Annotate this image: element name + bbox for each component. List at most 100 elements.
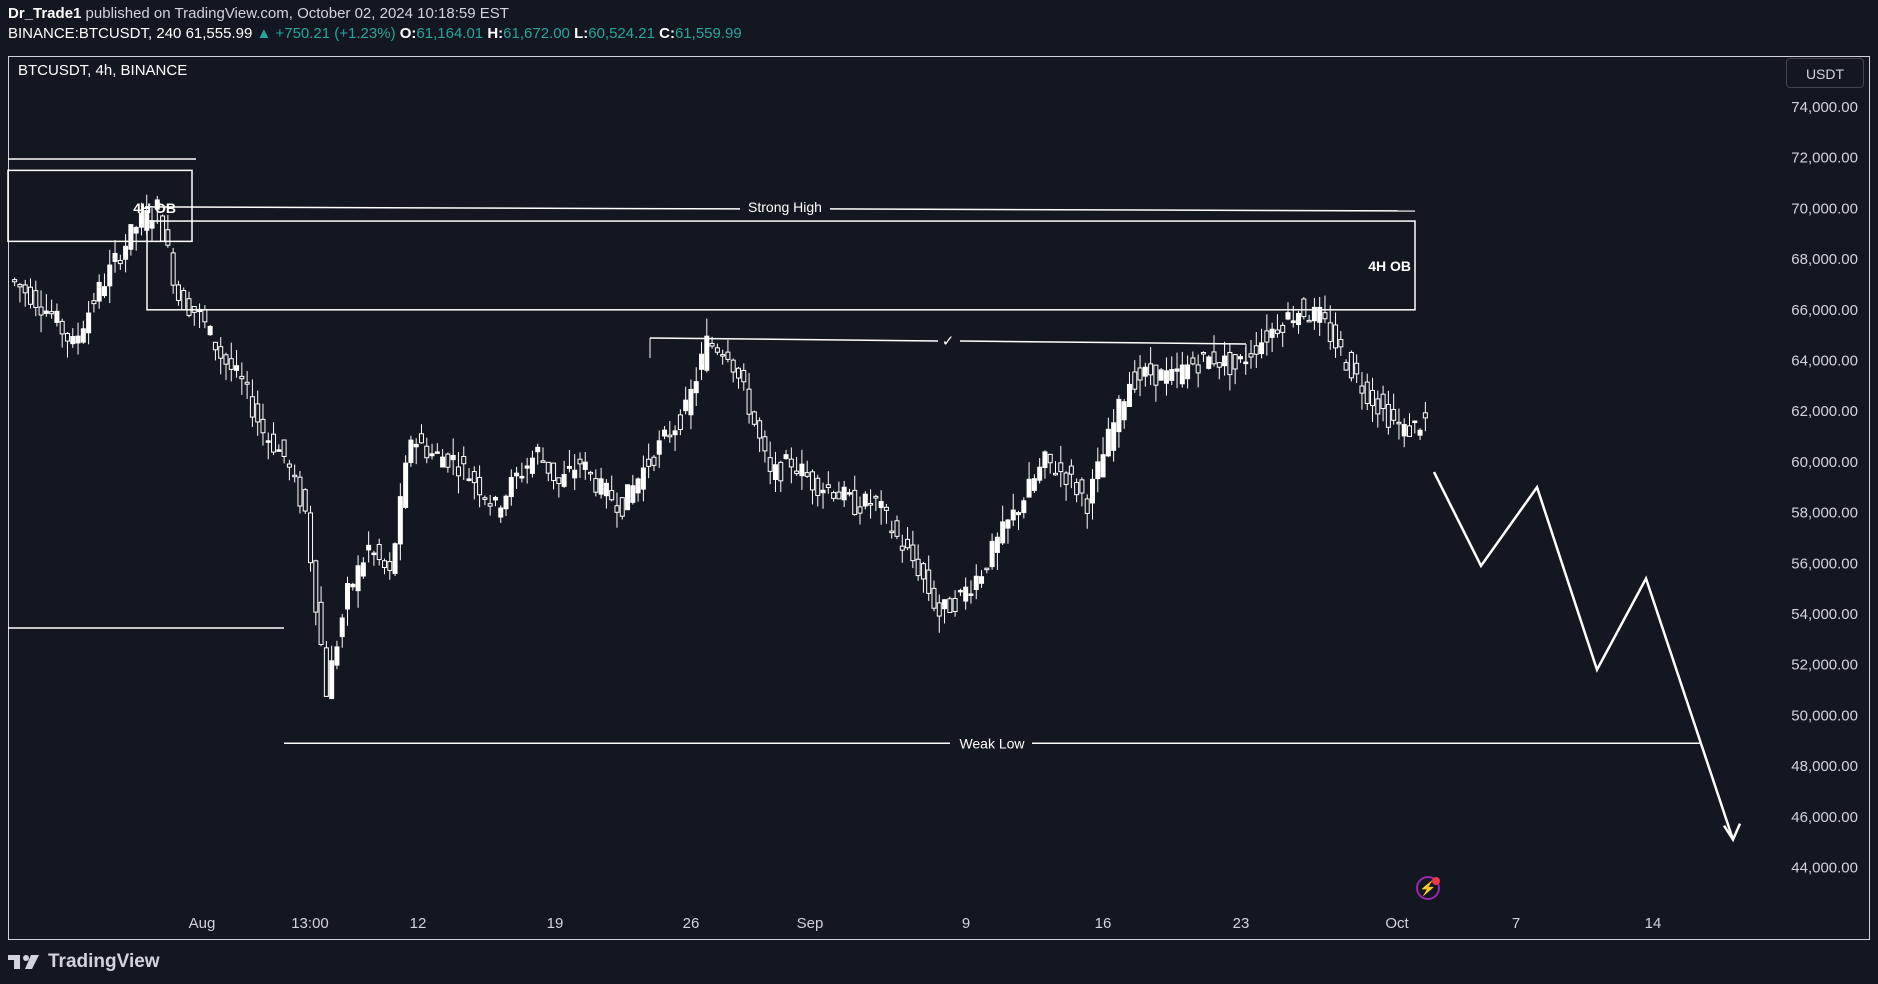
candle xyxy=(445,453,451,468)
candle xyxy=(894,520,900,537)
candle xyxy=(1200,351,1206,355)
candle xyxy=(1311,306,1317,322)
candle xyxy=(979,576,985,584)
candle xyxy=(1422,412,1428,419)
candle xyxy=(1401,424,1407,437)
candle xyxy=(905,538,911,549)
tradingview-logo[interactable]: TradingView xyxy=(8,950,160,974)
candle xyxy=(561,473,567,487)
candle xyxy=(883,506,889,511)
candle xyxy=(952,597,958,613)
candle xyxy=(96,281,102,302)
candle xyxy=(873,495,879,499)
candle xyxy=(286,463,292,468)
y-axis-tick-label: 52,000.00 xyxy=(1791,657,1858,674)
author-name[interactable]: Dr_Trade1 xyxy=(8,5,82,22)
candle xyxy=(165,229,171,246)
candle xyxy=(223,354,229,365)
candle xyxy=(492,496,498,501)
y-axis-tick-label: 54,000.00 xyxy=(1791,606,1858,623)
candle xyxy=(1148,363,1154,376)
candle xyxy=(107,264,113,287)
candle xyxy=(392,543,398,574)
candle xyxy=(635,478,641,494)
candle xyxy=(170,252,176,286)
currency-unit-button[interactable]: USDT xyxy=(1786,58,1864,88)
candle xyxy=(947,598,953,613)
candle xyxy=(551,462,557,482)
candle xyxy=(1185,364,1191,380)
candle xyxy=(276,449,282,452)
candle xyxy=(746,388,752,415)
candle xyxy=(603,482,609,497)
candle xyxy=(1179,364,1185,385)
candle xyxy=(640,467,646,490)
y-axis-tick-label: 46,000.00 xyxy=(1791,809,1858,826)
y-axis-tick-label: 50,000.00 xyxy=(1791,707,1858,724)
candle xyxy=(403,462,409,508)
y-axis-tick-label: 70,000.00 xyxy=(1791,200,1858,217)
candle xyxy=(1074,481,1080,496)
candle xyxy=(345,582,351,610)
candle xyxy=(1026,478,1032,498)
candle xyxy=(1296,312,1302,326)
projection-arrowhead xyxy=(1722,823,1742,843)
equal-highs-mark: ✓ xyxy=(942,333,955,350)
candle xyxy=(1285,312,1291,320)
candle xyxy=(323,647,329,697)
candle xyxy=(614,505,620,513)
candle xyxy=(1116,398,1122,433)
candle xyxy=(508,476,514,498)
candle xyxy=(1063,472,1069,485)
candle xyxy=(878,501,884,509)
candle xyxy=(910,544,916,562)
candle xyxy=(1280,324,1286,333)
candle xyxy=(656,440,662,455)
candle xyxy=(1126,383,1132,407)
y-axis-tick-label: 58,000.00 xyxy=(1791,505,1858,522)
candle xyxy=(1121,401,1127,421)
candle xyxy=(86,312,92,334)
candle xyxy=(350,583,356,588)
candle xyxy=(1016,512,1022,516)
x-axis-tick-label: 12 xyxy=(410,915,427,932)
candle xyxy=(1370,389,1376,407)
candle xyxy=(809,471,815,491)
candle xyxy=(841,486,847,501)
chart-title: BTCUSDT, 4h, BINANCE xyxy=(18,62,188,79)
candle xyxy=(1047,453,1053,464)
candle xyxy=(112,252,118,262)
x-axis-tick-label: 19 xyxy=(547,915,564,932)
candle xyxy=(1348,351,1354,379)
strong-high-line-right xyxy=(829,208,1416,212)
candle xyxy=(868,503,874,506)
y-axis-tick-label: 56,000.00 xyxy=(1791,555,1858,572)
candle xyxy=(1137,367,1143,381)
chart-frame[interactable] xyxy=(8,56,1870,940)
publish-meta: published on TradingView.com, October 02… xyxy=(85,5,509,22)
open-label: O: xyxy=(399,25,417,42)
projection-path xyxy=(1432,471,1735,841)
candle xyxy=(783,454,789,460)
candle xyxy=(297,476,303,507)
candle xyxy=(366,544,372,551)
tradingview-logo-icon xyxy=(8,955,39,969)
candle xyxy=(825,484,831,489)
candle xyxy=(788,458,794,468)
candle xyxy=(751,411,757,425)
order-block-right xyxy=(146,220,1416,311)
candle xyxy=(1169,369,1175,381)
candle xyxy=(418,433,424,444)
candle xyxy=(387,561,393,571)
candle xyxy=(556,477,562,485)
candle xyxy=(778,461,784,482)
candle xyxy=(667,434,673,438)
candle xyxy=(1222,355,1228,367)
candle xyxy=(762,436,768,452)
candle xyxy=(714,347,720,353)
candle xyxy=(371,552,377,556)
candle xyxy=(1264,330,1270,343)
candle xyxy=(852,489,858,516)
candle xyxy=(1338,338,1344,348)
